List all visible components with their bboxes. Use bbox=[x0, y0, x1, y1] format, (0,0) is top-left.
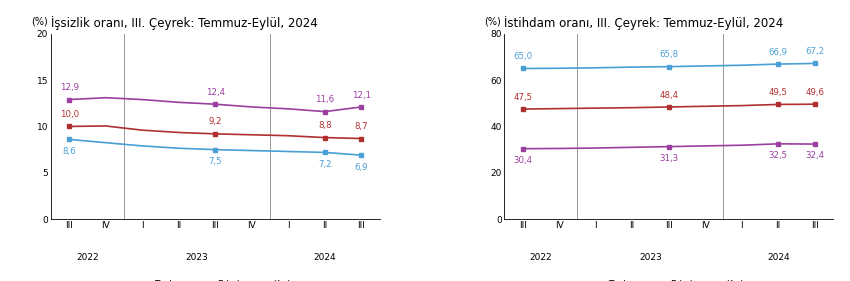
Text: 10,0: 10,0 bbox=[60, 110, 79, 119]
Text: 48,4: 48,4 bbox=[659, 90, 678, 99]
Text: 9,2: 9,2 bbox=[208, 117, 222, 126]
Text: 6,9: 6,9 bbox=[354, 163, 368, 172]
Legend: Toplam, Erkek, Kadın: Toplam, Erkek, Kadın bbox=[129, 276, 302, 281]
Text: 2022: 2022 bbox=[76, 253, 99, 262]
Text: 67,2: 67,2 bbox=[805, 47, 824, 56]
Text: 7,5: 7,5 bbox=[208, 157, 222, 166]
Text: 2023: 2023 bbox=[185, 253, 208, 262]
Text: 66,9: 66,9 bbox=[768, 48, 788, 57]
Text: 32,5: 32,5 bbox=[768, 151, 788, 160]
Text: 12,9: 12,9 bbox=[60, 83, 79, 92]
Text: 2024: 2024 bbox=[314, 253, 336, 262]
Text: 2024: 2024 bbox=[767, 253, 790, 262]
Text: 32,4: 32,4 bbox=[805, 151, 824, 160]
Text: 30,4: 30,4 bbox=[513, 156, 532, 165]
Text: 31,3: 31,3 bbox=[659, 154, 678, 163]
Text: İşsizlik oranı, III. Çeyrek: Temmuz-Eylül, 2024: İşsizlik oranı, III. Çeyrek: Temmuz-Eylü… bbox=[51, 16, 318, 30]
Legend: Toplam, Erkek, Kadın: Toplam, Erkek, Kadın bbox=[582, 276, 755, 281]
Text: 8,7: 8,7 bbox=[354, 122, 368, 131]
Text: (%): (%) bbox=[31, 16, 48, 26]
Text: 65,8: 65,8 bbox=[659, 50, 678, 59]
Text: 49,6: 49,6 bbox=[805, 88, 824, 97]
Text: 11,6: 11,6 bbox=[315, 95, 334, 104]
Text: 49,5: 49,5 bbox=[768, 88, 788, 97]
Text: 47,5: 47,5 bbox=[513, 93, 532, 102]
Text: 2022: 2022 bbox=[530, 253, 552, 262]
Text: 12,4: 12,4 bbox=[206, 88, 225, 97]
Text: 65,0: 65,0 bbox=[513, 52, 532, 61]
Text: 8,8: 8,8 bbox=[318, 121, 332, 130]
Text: 12,1: 12,1 bbox=[352, 90, 371, 99]
Text: 7,2: 7,2 bbox=[318, 160, 332, 169]
Text: (%): (%) bbox=[484, 16, 501, 26]
Text: İstihdam oranı, III. Çeyrek: Temmuz-Eylül, 2024: İstihdam oranı, III. Çeyrek: Temmuz-Eylü… bbox=[504, 16, 784, 30]
Text: 8,6: 8,6 bbox=[62, 147, 76, 156]
Text: 2023: 2023 bbox=[639, 253, 662, 262]
